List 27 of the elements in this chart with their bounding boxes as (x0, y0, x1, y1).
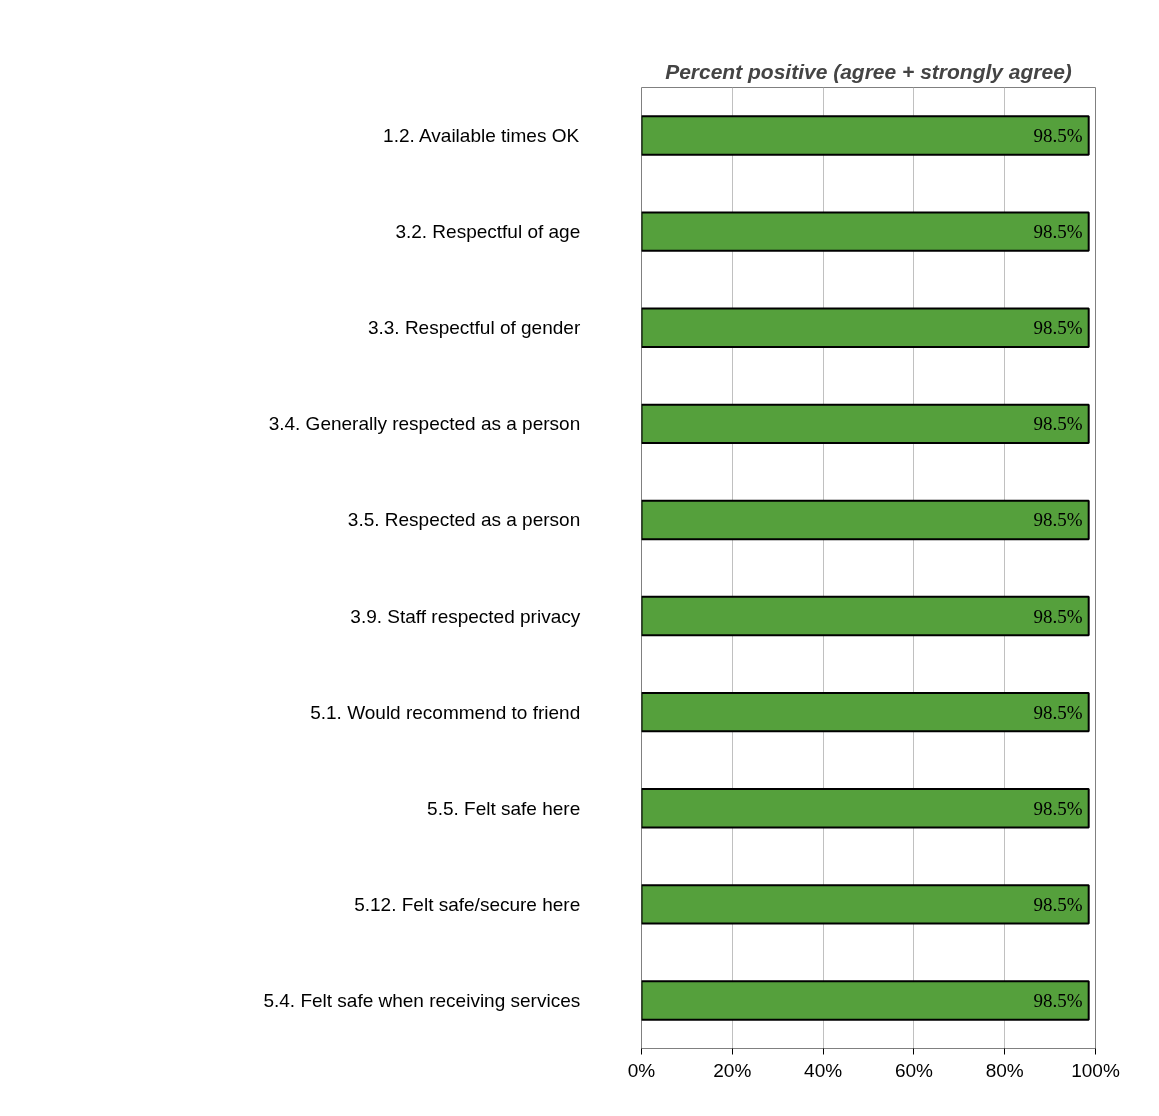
data-label: 98.5% (1033, 221, 1083, 243)
y-tick-label: 5.12. Felt safe/secure here (354, 893, 581, 915)
y-tick-label: 3.3. Respectful of gender (367, 317, 581, 339)
data-label: 98.5% (1033, 797, 1083, 819)
y-tick-label: 3.9. Staff respected privacy (350, 605, 581, 627)
x-tick-label: 80% (985, 1059, 1024, 1081)
x-tick-label: 60% (894, 1059, 934, 1081)
y-tick-label: 5.1. Would recommend to friend (310, 701, 581, 723)
x-tick-label: 0% (627, 1059, 656, 1081)
chart-title: Percent positive (agree + strongly agree) (665, 59, 1072, 83)
x-tick-label: 20% (713, 1059, 752, 1081)
data-label: 98.5% (1033, 893, 1083, 915)
y-tick-label: 3.5. Respected as a person (347, 509, 581, 531)
y-tick-label: 3.4. Generally respected as a person (268, 413, 581, 435)
x-tick-label: 40% (804, 1059, 843, 1081)
data-label: 98.5% (1033, 989, 1083, 1011)
data-label: 98.5% (1033, 605, 1083, 627)
y-tick-label: 5.4. Felt safe when receiving services (263, 989, 581, 1011)
data-label: 98.5% (1033, 125, 1083, 147)
y-tick-label: 1.2. Available times OK (383, 125, 580, 147)
data-label: 98.5% (1033, 509, 1083, 531)
x-tick-label: 100% (1071, 1059, 1120, 1081)
data-label: 98.5% (1033, 317, 1083, 339)
y-tick-label: 5.5. Felt safe here (427, 797, 581, 819)
y-tick-label: 3.2. Respectful of age (395, 221, 581, 243)
data-label: 98.5% (1033, 701, 1083, 723)
data-label: 98.5% (1033, 413, 1083, 435)
